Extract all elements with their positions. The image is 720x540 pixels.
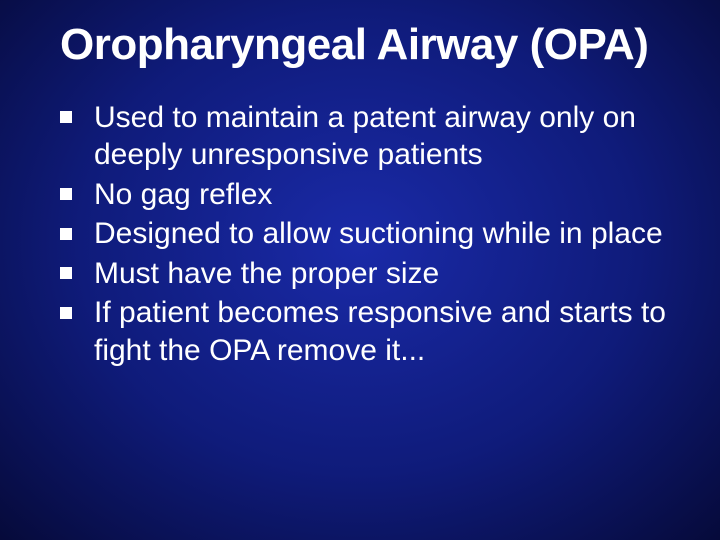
list-item: No gag reflex bbox=[60, 176, 672, 214]
bullet-text: No gag reflex bbox=[94, 178, 272, 211]
square-bullet-icon bbox=[60, 188, 72, 200]
list-item: Must have the proper size bbox=[60, 255, 672, 293]
square-bullet-icon bbox=[60, 307, 72, 319]
square-bullet-icon bbox=[60, 111, 72, 123]
slide-title: Oropharyngeal Airway (OPA) bbox=[60, 20, 672, 71]
bullet-text: If patient becomes responsive and starts… bbox=[94, 296, 666, 367]
bullet-text: Used to maintain a patent airway only on… bbox=[94, 101, 636, 172]
bullet-text: Must have the proper size bbox=[94, 257, 439, 290]
list-item: Used to maintain a patent airway only on… bbox=[60, 99, 672, 174]
list-item: If patient becomes responsive and starts… bbox=[60, 294, 672, 369]
square-bullet-icon bbox=[60, 228, 72, 240]
square-bullet-icon bbox=[60, 267, 72, 279]
list-item: Designed to allow suctioning while in pl… bbox=[60, 215, 672, 253]
bullet-text: Designed to allow suctioning while in pl… bbox=[94, 217, 663, 250]
bullet-list: Used to maintain a patent airway only on… bbox=[60, 99, 672, 370]
slide: Oropharyngeal Airway (OPA) Used to maint… bbox=[0, 0, 720, 540]
